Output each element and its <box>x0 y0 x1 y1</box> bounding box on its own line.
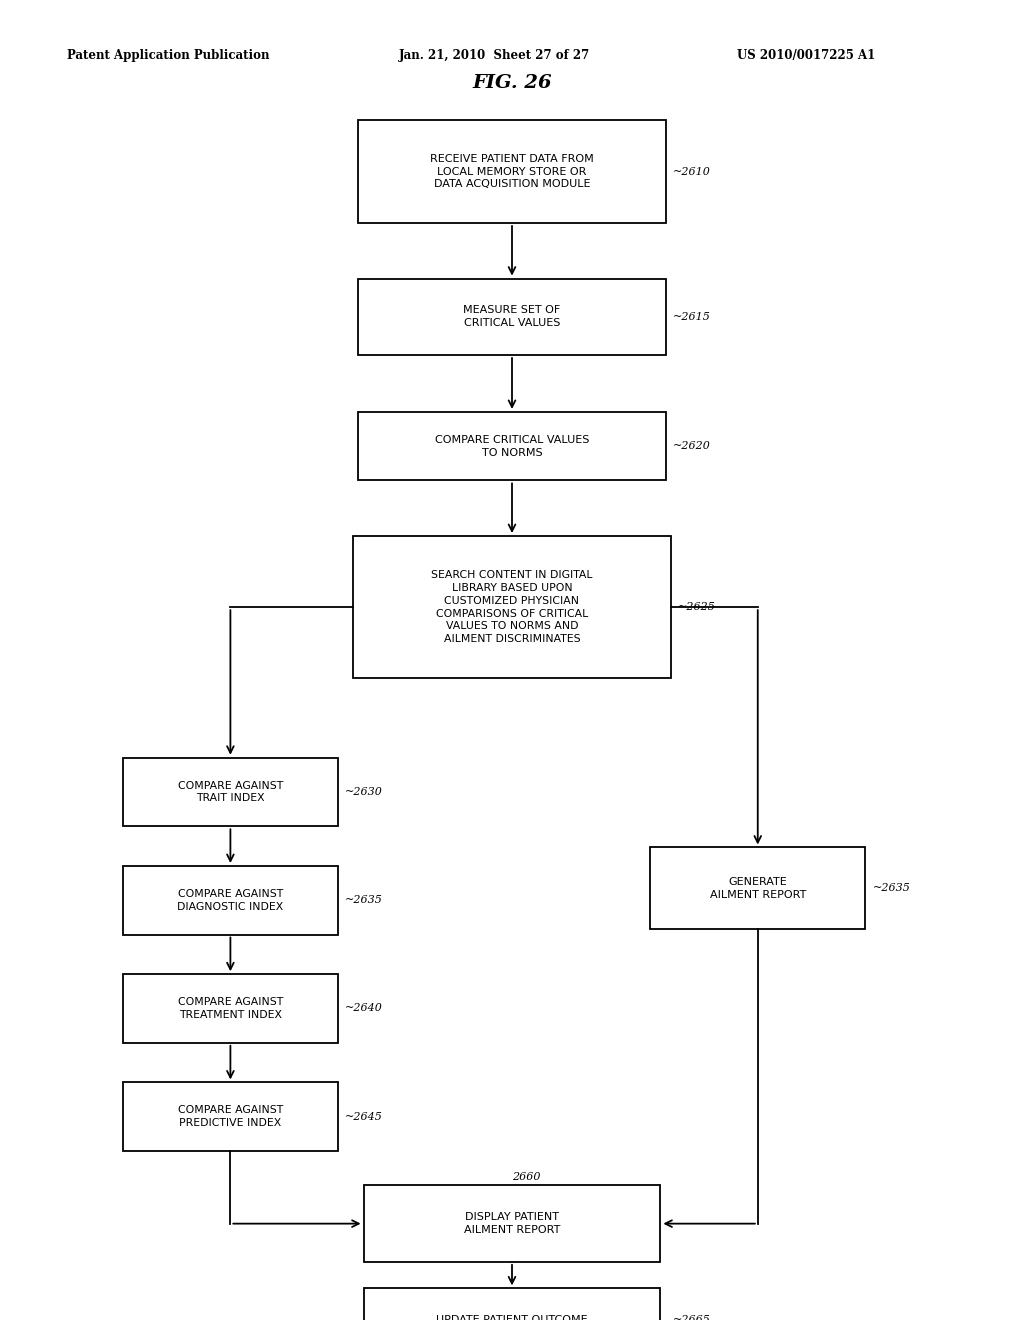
Text: FIG. 26: FIG. 26 <box>472 74 552 92</box>
Text: COMPARE AGAINST
TREATMENT INDEX: COMPARE AGAINST TREATMENT INDEX <box>178 997 283 1020</box>
Text: 2660: 2660 <box>512 1172 541 1183</box>
Text: DISPLAY PATIENT
AILMENT REPORT: DISPLAY PATIENT AILMENT REPORT <box>464 1212 560 1236</box>
Bar <box>123 758 338 826</box>
Bar <box>123 974 338 1043</box>
Text: Jan. 21, 2010  Sheet 27 of 27: Jan. 21, 2010 Sheet 27 of 27 <box>399 49 591 62</box>
Text: ~2610: ~2610 <box>673 166 711 177</box>
Text: ~2625: ~2625 <box>678 602 716 612</box>
Text: ~2620: ~2620 <box>673 441 711 451</box>
Text: ~2645: ~2645 <box>345 1111 383 1122</box>
Bar <box>358 120 666 223</box>
Text: SEARCH CONTENT IN DIGITAL
LIBRARY BASED UPON
CUSTOMIZED PHYSICIAN
COMPARISONS OF: SEARCH CONTENT IN DIGITAL LIBRARY BASED … <box>431 570 593 644</box>
Bar <box>364 1288 660 1320</box>
Text: UPDATE PATIENT OUTCOME: UPDATE PATIENT OUTCOME <box>436 1315 588 1320</box>
Bar <box>123 866 338 935</box>
Bar <box>364 1185 660 1262</box>
Text: ~2615: ~2615 <box>673 312 711 322</box>
Bar <box>358 412 666 480</box>
Text: Patent Application Publication: Patent Application Publication <box>67 49 269 62</box>
Text: RECEIVE PATIENT DATA FROM
LOCAL MEMORY STORE OR
DATA ACQUISITION MODULE: RECEIVE PATIENT DATA FROM LOCAL MEMORY S… <box>430 154 594 189</box>
Bar <box>353 536 671 678</box>
Text: ~2635: ~2635 <box>872 883 910 894</box>
Text: ~2635: ~2635 <box>345 895 383 906</box>
Bar <box>358 279 666 355</box>
Bar <box>123 1082 338 1151</box>
Text: GENERATE
AILMENT REPORT: GENERATE AILMENT REPORT <box>710 876 806 900</box>
Text: COMPARE AGAINST
DIAGNOSTIC INDEX: COMPARE AGAINST DIAGNOSTIC INDEX <box>177 888 284 912</box>
Text: ~2630: ~2630 <box>345 787 383 797</box>
Text: ~2665: ~2665 <box>673 1315 711 1320</box>
Text: US 2010/0017225 A1: US 2010/0017225 A1 <box>737 49 876 62</box>
Text: MEASURE SET OF
CRITICAL VALUES: MEASURE SET OF CRITICAL VALUES <box>464 305 560 329</box>
Text: COMPARE CRITICAL VALUES
TO NORMS: COMPARE CRITICAL VALUES TO NORMS <box>435 434 589 458</box>
Text: ~2640: ~2640 <box>345 1003 383 1014</box>
Text: COMPARE AGAINST
TRAIT INDEX: COMPARE AGAINST TRAIT INDEX <box>178 780 283 804</box>
Bar <box>650 847 865 929</box>
Text: COMPARE AGAINST
PREDICTIVE INDEX: COMPARE AGAINST PREDICTIVE INDEX <box>178 1105 283 1129</box>
